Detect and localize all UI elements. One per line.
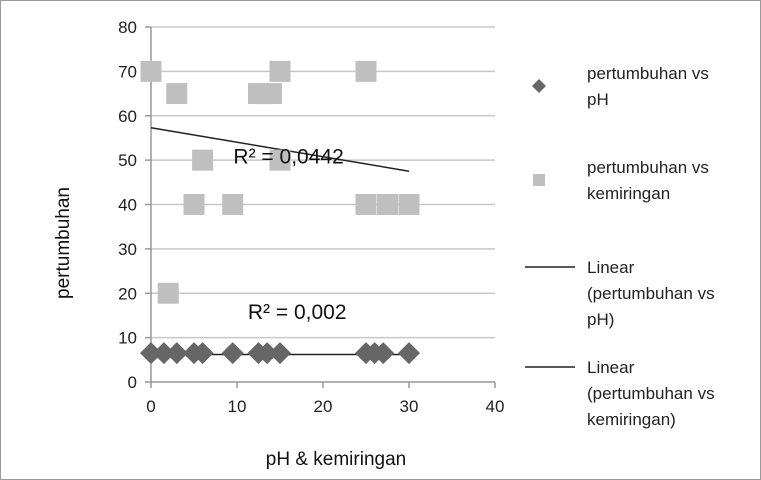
legend-label: Linear (587, 358, 635, 377)
y-tick-label: 20 (118, 284, 137, 303)
legend-label: pertumbuhan vs (587, 158, 709, 177)
y-tick-label: 30 (118, 240, 137, 259)
point-kemiringan (192, 149, 214, 171)
point-kemiringan (398, 194, 420, 215)
legend-label: Linear (587, 258, 635, 277)
legend-label: pH (587, 90, 609, 109)
y-tick-label: 80 (118, 18, 137, 37)
r2-labels: R² = 0,002 R² = 0,0442 (233, 145, 346, 323)
point-ph (191, 342, 214, 365)
legend: pertumbuhan vs pH pertumbuhan vs kemiringan… (525, 64, 715, 429)
legend-item: Linear (pertumbuhan vs pH) (525, 258, 715, 329)
legend-label: (pertumbuhan vs (587, 284, 715, 303)
axes: 0 10 20 30 40 50 60 70 80 0 10 20 30 40 (118, 18, 504, 416)
legend-item: pertumbuhan vs pH (532, 64, 709, 109)
legend-label: kemiringan (587, 184, 670, 203)
legend-label: kemiringan) (587, 410, 676, 429)
r2-label-kemiringan: R² = 0,0442 (233, 145, 343, 168)
point-kemiringan (166, 83, 188, 105)
point-kemiringan (260, 83, 282, 105)
legend-label: (pertumbuhan vs (587, 384, 715, 403)
x-tick-label: 0 (146, 397, 155, 416)
point-ph (372, 342, 395, 365)
legend-marker-diamond (532, 79, 546, 93)
point-kemiringan (377, 194, 398, 215)
data-points (140, 60, 420, 365)
point-ph (256, 342, 279, 365)
point-kemiringan (355, 60, 377, 82)
point-kemiringan (140, 60, 162, 82)
point-ph (152, 342, 175, 365)
y-tick-label: 10 (118, 329, 137, 348)
point-kemiringan (183, 194, 205, 215)
legend-label: pH) (587, 310, 614, 329)
legend-marker-square (533, 174, 545, 186)
y-axis-title: pertumbuhan (53, 187, 74, 299)
point-ph (269, 342, 291, 365)
point-kemiringan (269, 149, 291, 171)
point-kemiringan (269, 60, 291, 82)
legend-label: pertumbuhan vs (587, 64, 709, 83)
x-tick-label: 10 (228, 397, 247, 416)
point-kemiringan (355, 194, 377, 215)
point-kemiringan (222, 194, 244, 215)
legend-item: pertumbuhan vs kemiringan (533, 158, 709, 203)
trendline-kemiringan (150, 126, 410, 172)
r2-label-ph: R² = 0,002 (248, 301, 347, 324)
y-tick-label: 60 (118, 107, 137, 126)
y-tick-label: 0 (128, 373, 137, 392)
point-ph (398, 342, 420, 365)
x-tick-label: 30 (400, 397, 419, 416)
y-tick-label: 40 (118, 196, 137, 215)
point-kemiringan (157, 282, 179, 304)
point-ph (221, 342, 244, 365)
y-tick-label: 50 (118, 151, 137, 170)
point-ph (165, 342, 188, 365)
legend-item: Linear (pertumbuhan vs kemiringan) (525, 358, 715, 429)
x-axis-title: pH & kemiringan (266, 449, 406, 470)
gridlines (151, 26, 495, 339)
x-tick-label: 20 (314, 397, 333, 416)
point-ph (140, 342, 162, 365)
x-tick-label: 40 (486, 397, 505, 416)
y-tick-label: 70 (118, 62, 137, 81)
